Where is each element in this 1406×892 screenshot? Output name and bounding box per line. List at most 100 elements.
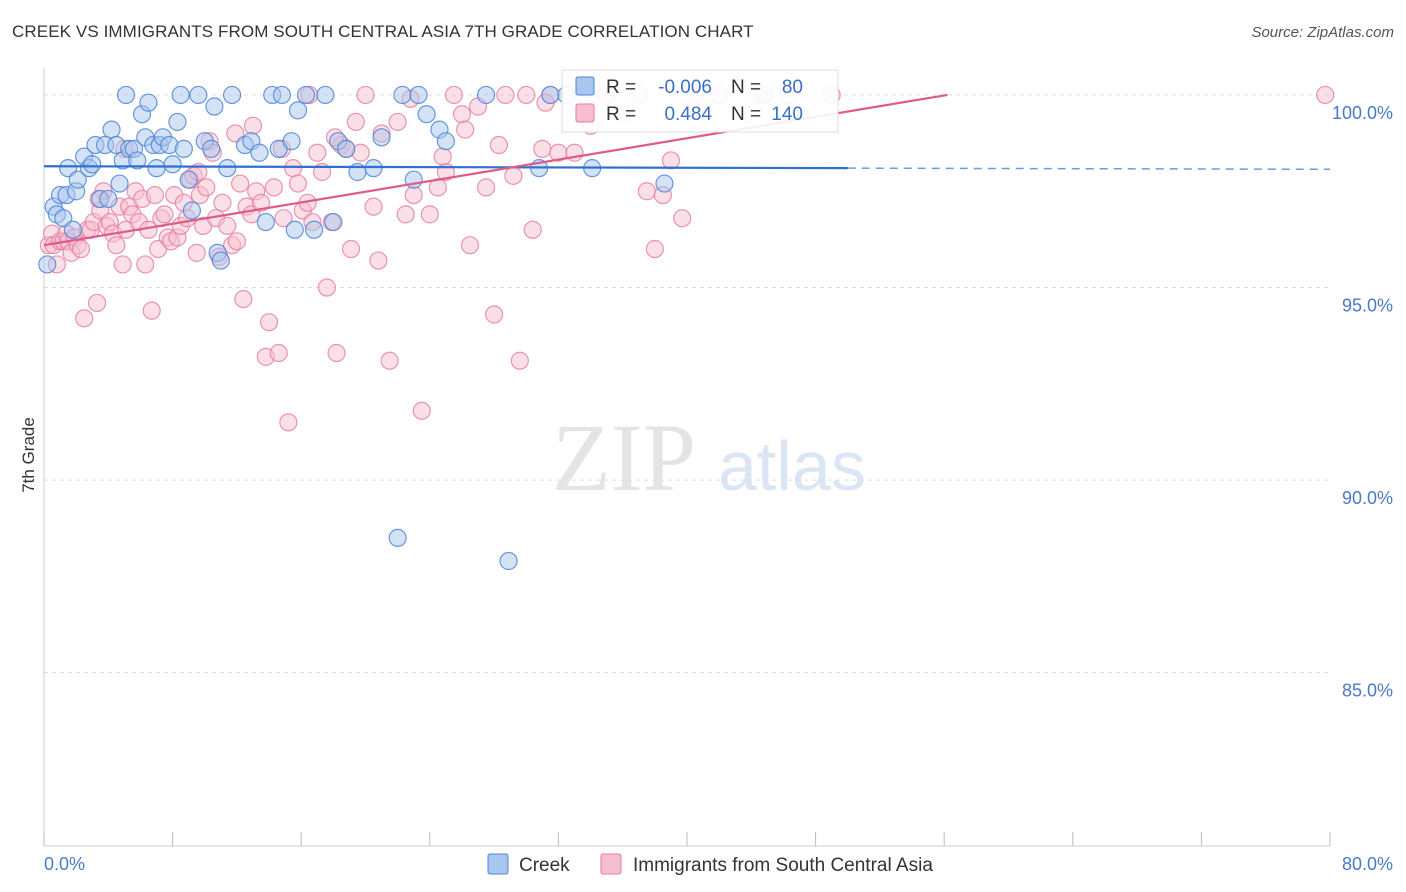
asia-point: [661, 151, 681, 170]
watermark-zip: ZIP: [552, 404, 696, 511]
creek-point: [102, 120, 121, 139]
creek-point: [499, 551, 518, 571]
y-tick-label: 85.0%: [1342, 681, 1393, 701]
legend-r-label-creek: R =: [606, 77, 636, 98]
creek-point: [337, 139, 356, 158]
asia-point: [356, 85, 375, 105]
y-tick-label: 90.0%: [1342, 488, 1393, 508]
asia-point: [264, 178, 283, 197]
creek-point: [63, 220, 83, 239]
asia-point: [274, 209, 293, 228]
asia-point: [1316, 85, 1335, 105]
creek-point: [288, 101, 308, 120]
creek-point: [285, 220, 304, 239]
asia-point: [485, 305, 504, 324]
creek-point: [218, 159, 237, 178]
asia-point: [308, 143, 327, 162]
x-tick-label-max: 80.0%: [1342, 854, 1393, 874]
creek-point: [171, 85, 190, 105]
creek-point: [110, 174, 129, 193]
creek-point: [364, 159, 383, 178]
source-credit: Source: ZipAtlas.com: [1251, 24, 1394, 41]
creek-point: [316, 85, 335, 105]
bottom-legend-swatch-creek: [487, 853, 509, 875]
creek-point: [174, 139, 193, 158]
creek-point: [38, 255, 57, 274]
bottom-legend-swatch-asia: [600, 853, 622, 875]
asia-point: [187, 243, 206, 262]
legend-swatch-creek: [575, 76, 595, 96]
asia-point: [476, 178, 496, 197]
creek-point: [388, 528, 407, 547]
bottom-legend-label-creek: Creek: [519, 855, 570, 876]
asia-point: [341, 239, 361, 259]
creek-point: [282, 132, 301, 151]
legend-r-value-creek: -0.006: [658, 77, 712, 98]
asia-point: [364, 197, 383, 216]
creek-point: [147, 159, 166, 178]
asia-point: [284, 159, 303, 178]
asia-point: [404, 185, 423, 205]
asia-point: [243, 116, 263, 135]
legend-swatch-asia: [575, 103, 595, 123]
asia-point: [460, 236, 480, 255]
creek-trend-line: [43, 165, 848, 170]
creek-point: [655, 174, 674, 193]
asia-point: [227, 232, 246, 251]
legend-n-label-asia: N =: [731, 104, 761, 125]
y-tick-label: 100.0%: [1332, 103, 1393, 123]
asia-point: [155, 205, 174, 224]
creek-point: [211, 251, 230, 270]
asia-point: [412, 401, 431, 420]
asia-point: [452, 105, 472, 124]
asia-point: [369, 251, 388, 270]
creek-point: [205, 97, 224, 116]
asia-point: [142, 301, 161, 320]
legend-box: R = -0.006 N = 80 R = 0.484 N = 140: [561, 69, 839, 133]
creek-point: [116, 85, 136, 105]
legend-n-value-asia: 140: [771, 104, 803, 125]
asia-point: [388, 112, 407, 132]
creek-point: [83, 155, 102, 174]
asia-point: [444, 85, 464, 105]
creek-point: [393, 85, 412, 105]
asia-point: [75, 309, 94, 328]
asia-point: [396, 205, 415, 224]
asia-point: [380, 351, 399, 370]
asia-point: [269, 343, 288, 363]
creek-point: [189, 85, 208, 105]
x-tick-label-min: 0.0%: [44, 854, 85, 874]
asia-point: [433, 147, 452, 166]
creek-point: [222, 85, 242, 105]
asia-point: [113, 255, 132, 274]
legend-n-value-creek: 80: [782, 77, 803, 98]
asia-point: [510, 351, 529, 370]
asia-point: [346, 112, 365, 132]
creek-point: [372, 128, 391, 147]
creek-point: [68, 170, 87, 189]
bottom-legend: Creek Immigrants from South Central Asia: [487, 853, 933, 876]
y-tick-label: 95.0%: [1342, 296, 1393, 316]
asia-point: [496, 85, 515, 105]
legend-n-label-creek: N =: [731, 77, 761, 98]
asia-point: [517, 85, 536, 105]
asia-point: [107, 236, 126, 255]
creek-point: [250, 143, 269, 162]
asia-point: [234, 289, 253, 309]
asia-point: [504, 166, 523, 185]
asia-point: [213, 193, 232, 212]
creek-point: [179, 170, 198, 189]
bottom-legend-label-asia: Immigrants from South Central Asia: [633, 855, 933, 876]
asia-point: [231, 174, 250, 193]
y-tick-labels: 100.0% 95.0% 90.0% 85.0%: [1332, 103, 1393, 701]
creek-point: [202, 139, 221, 158]
creek-point: [436, 132, 455, 151]
asia-point: [145, 185, 165, 205]
asia-point: [218, 216, 237, 236]
asia-point: [645, 239, 664, 259]
chart-title: CREEK VS IMMIGRANTS FROM SOUTH CENTRAL A…: [12, 22, 754, 41]
asia-point: [136, 255, 155, 274]
creek-point: [182, 201, 201, 220]
asia-point: [456, 120, 475, 139]
asia-point: [327, 343, 346, 363]
